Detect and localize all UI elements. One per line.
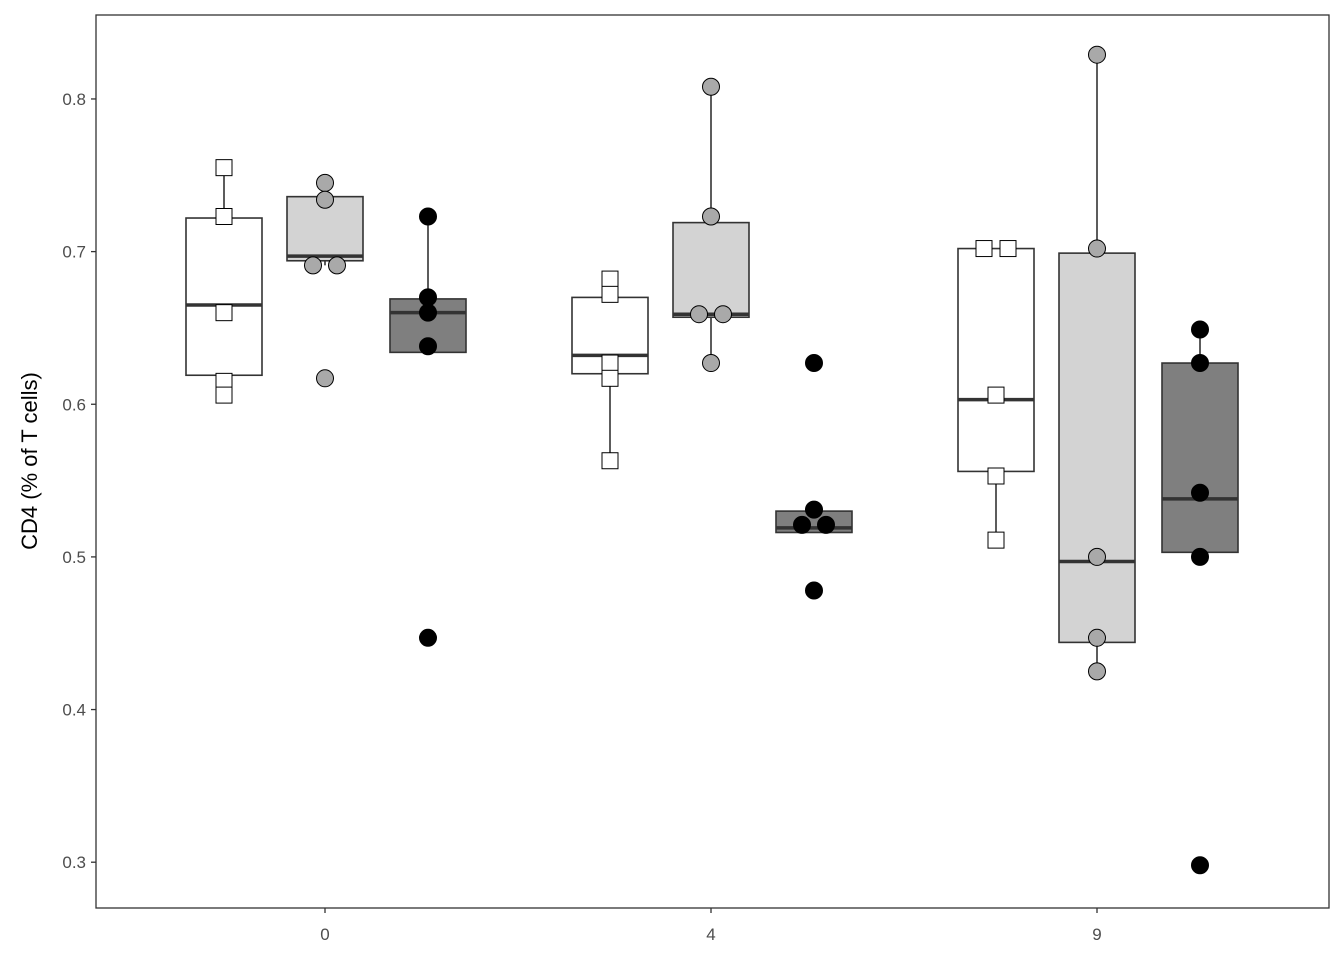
y-tick-label: 0.4 (62, 701, 86, 720)
data-point (987, 386, 1005, 404)
y-axis-ticks: 0.3 0.4 0.5 0.6 0.7 0.8 (62, 90, 96, 872)
x-tick-label: 4 (706, 925, 715, 944)
data-point (304, 256, 322, 275)
box-body (957, 247, 1035, 473)
data-point (419, 207, 437, 226)
data-point (601, 270, 619, 288)
plot-background (96, 15, 1329, 908)
boxes (185, 54, 1239, 672)
data-point (702, 207, 720, 226)
data-point (316, 173, 334, 192)
data-point (1191, 856, 1209, 875)
y-tick-label: 0.7 (62, 243, 86, 262)
x-tick-label: 9 (1092, 925, 1101, 944)
data-point (817, 515, 835, 534)
data-point (975, 240, 993, 258)
box-body (672, 221, 750, 319)
data-point (419, 303, 437, 322)
y-tick-label: 0.3 (62, 853, 86, 872)
data-point (999, 240, 1017, 258)
data-point (316, 190, 334, 209)
data-point (601, 369, 619, 387)
data-point (601, 452, 619, 470)
data-point (1191, 320, 1209, 339)
data-point (215, 207, 233, 225)
data-points (215, 45, 1209, 875)
box-body (1058, 252, 1136, 644)
data-point (419, 628, 437, 647)
x-axis-ticks: 0 4 9 (320, 908, 1102, 944)
y-tick-label: 0.5 (62, 548, 86, 567)
y-tick-label: 0.6 (62, 395, 86, 414)
data-point (702, 354, 720, 373)
data-point (1191, 354, 1209, 373)
data-point (805, 500, 823, 519)
data-point (805, 354, 823, 373)
data-point (702, 77, 720, 96)
plot-panel-border (95, 14, 1330, 909)
data-point (1088, 239, 1106, 258)
box-body (185, 217, 263, 377)
data-point (419, 337, 437, 356)
data-point (793, 515, 811, 534)
data-point (1088, 45, 1106, 64)
data-point (316, 369, 334, 388)
data-point (1191, 483, 1209, 502)
data-point (215, 386, 233, 404)
data-point (215, 159, 233, 177)
data-point (601, 285, 619, 303)
y-tick-label: 0.8 (62, 90, 86, 109)
box-body (1161, 362, 1239, 554)
data-point (987, 467, 1005, 485)
data-point (714, 305, 732, 324)
data-point (1088, 547, 1106, 566)
y-axis-title: CD4 (% of T cells) (17, 372, 42, 550)
x-tick-label: 0 (320, 925, 329, 944)
data-point (328, 256, 346, 275)
data-point (215, 304, 233, 322)
data-point (419, 288, 437, 307)
data-point (1088, 628, 1106, 647)
data-point (987, 531, 1005, 549)
data-point (805, 581, 823, 600)
data-point (601, 354, 619, 372)
data-point (1088, 662, 1106, 681)
data-point (1191, 547, 1209, 566)
data-point (690, 305, 708, 324)
